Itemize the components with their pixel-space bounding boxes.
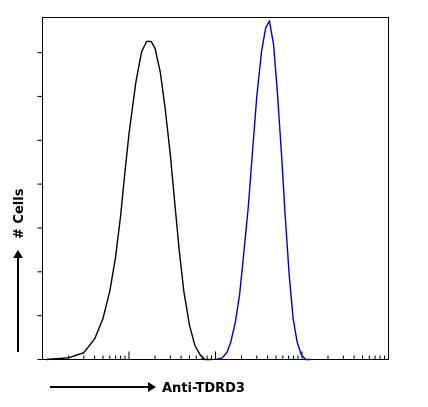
histogram-series [46, 20, 311, 361]
y-axis-label: # Cells [12, 188, 27, 239]
x-axis-label: Anti-TDRD3 [162, 381, 245, 396]
x-axis-ticks [42, 351, 389, 360]
y-axis-arrow [13, 250, 23, 352]
x-axis-arrow [50, 382, 156, 392]
control-histogram-line [46, 40, 212, 361]
y-axis-ticks [37, 52, 43, 360]
plot-frame [42, 17, 389, 360]
anti-tdrd3-histogram-line [215, 20, 311, 361]
